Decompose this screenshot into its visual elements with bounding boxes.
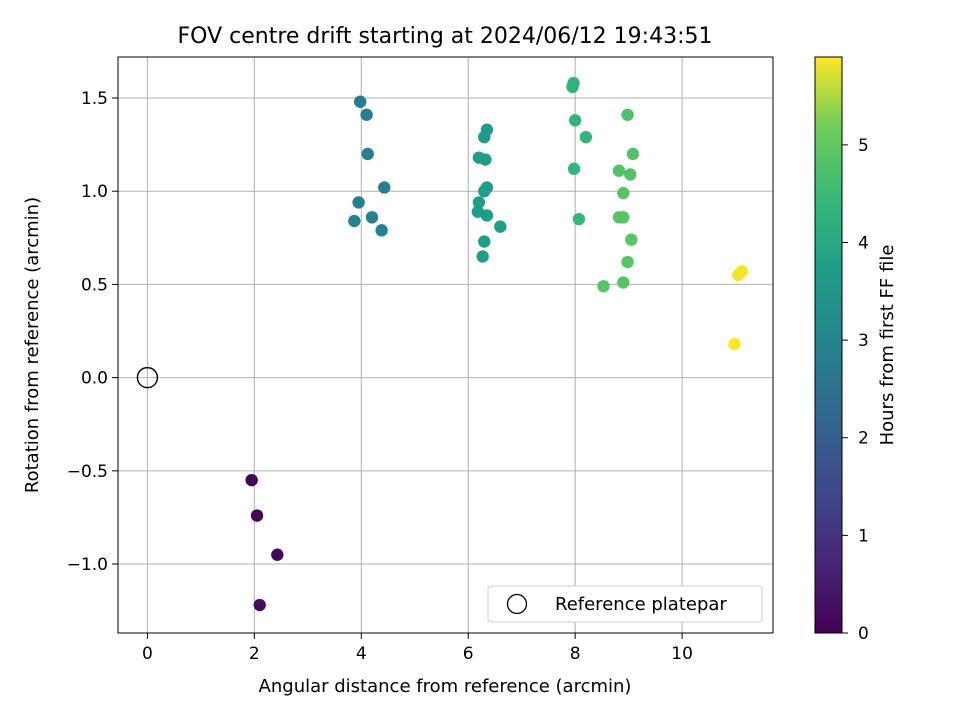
colorbar-tick-label: 3 <box>858 331 869 351</box>
data-point <box>626 147 640 161</box>
x-tick-label: 8 <box>570 644 581 664</box>
x-tick-label: 6 <box>463 644 474 664</box>
data-point <box>472 196 486 209</box>
data-point <box>566 80 579 94</box>
data-point <box>617 276 630 289</box>
data-point <box>572 212 586 226</box>
colorbar-tick-label: 1 <box>858 526 869 546</box>
x-tick-label: 0 <box>142 644 153 664</box>
data-point <box>476 250 489 263</box>
y-axis-label: Rotation from reference (arcmin) <box>22 197 43 493</box>
grid-lines <box>118 57 773 633</box>
data-point <box>479 153 492 166</box>
data-point <box>612 164 626 177</box>
chart-title: FOV centre drift starting at 2024/06/12 … <box>178 24 713 49</box>
data-point <box>732 268 745 282</box>
data-point <box>597 280 610 293</box>
x-axis-ticks: 0 2 4 6 8 10 <box>142 633 693 664</box>
data-point <box>478 185 491 198</box>
data-point <box>348 214 361 228</box>
legend-box <box>487 585 763 623</box>
reference-marker-group <box>136 366 159 389</box>
data-point <box>579 130 593 144</box>
x-tick-label: 10 <box>671 644 693 664</box>
y-axis-ticks: −1.0 −0.5 0.0 0.5 1.0 1.5 <box>67 89 118 575</box>
data-point <box>494 220 507 233</box>
data-point <box>617 186 630 200</box>
x-axis-label: Angular distance from reference (arcmin) <box>259 676 632 697</box>
data-point <box>253 598 266 612</box>
data-point <box>480 209 494 222</box>
data-point <box>250 509 264 522</box>
colorbar-tick-label: 5 <box>858 136 869 156</box>
data-point <box>360 108 373 121</box>
data-point <box>361 147 374 161</box>
reference-platepar-marker <box>136 366 159 389</box>
data-point <box>624 168 637 181</box>
colorbar-tick-label: 0 <box>858 624 869 644</box>
colorbar-tick-label: 4 <box>858 233 869 253</box>
data-point <box>365 211 379 224</box>
data-point <box>354 95 367 108</box>
data-point <box>567 162 581 176</box>
data-point <box>728 337 741 351</box>
data-point <box>378 181 391 194</box>
data-point <box>621 255 634 269</box>
data-point <box>568 114 582 127</box>
colorbar <box>814 56 843 634</box>
legend: Reference platepar <box>487 585 763 623</box>
data-point <box>271 548 284 561</box>
colorbar-tick-label: 2 <box>858 429 869 449</box>
y-tick-label: −0.5 <box>67 462 108 482</box>
y-tick-label: 1.5 <box>81 89 108 109</box>
data-point <box>617 211 630 224</box>
data-points <box>245 76 749 612</box>
x-tick-label: 4 <box>356 644 367 664</box>
data-point <box>478 130 491 144</box>
data-point <box>478 235 491 248</box>
colorbar-ticks: 0 1 2 3 4 5 <box>842 136 869 644</box>
data-point <box>621 108 634 121</box>
y-tick-label: 1.0 <box>81 182 108 202</box>
x-tick-label: 2 <box>249 644 260 664</box>
data-point <box>245 473 258 487</box>
colorbar-label: Hours from first FF file <box>877 245 898 446</box>
data-point <box>352 196 365 209</box>
data-point <box>375 224 388 237</box>
legend-reference-label: Reference platepar <box>555 594 727 615</box>
y-tick-label: −1.0 <box>67 555 108 575</box>
plot-area-frame <box>117 56 774 634</box>
data-point <box>625 233 638 246</box>
legend-reference-marker <box>506 593 528 615</box>
y-tick-label: 0.0 <box>81 369 108 389</box>
y-tick-label: 0.5 <box>81 275 108 295</box>
